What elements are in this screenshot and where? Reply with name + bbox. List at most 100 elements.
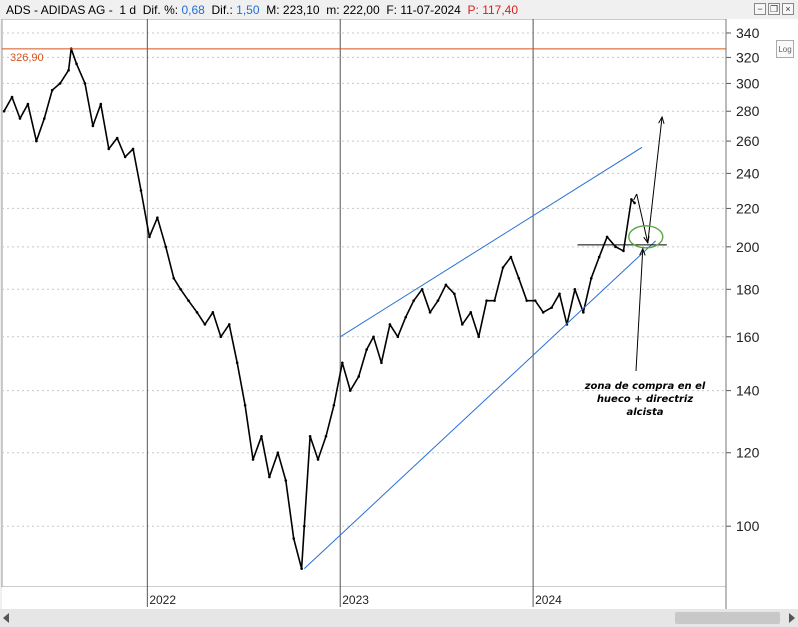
trend-line <box>303 240 657 570</box>
y-tick-label: 180 <box>736 281 760 297</box>
horizontal-line-label: 326,90 <box>10 52 44 64</box>
price-point <box>91 124 95 128</box>
price-point <box>268 475 271 479</box>
price-point <box>316 458 320 461</box>
price-point <box>251 458 255 461</box>
scroll-left-icon[interactable] <box>3 613 9 623</box>
x-axis-panel <box>2 587 726 609</box>
price-point <box>517 276 521 280</box>
price-point <box>10 95 14 99</box>
price-point <box>404 315 408 319</box>
axes: 100 120 140 160 180 200 220 240 260 280 300 320 340 2… <box>146 19 760 609</box>
price-point <box>35 139 38 143</box>
symbol: ADS <box>6 3 31 17</box>
price-point <box>332 403 336 407</box>
price-point <box>302 524 306 528</box>
y-tick-label: 320 <box>736 49 760 65</box>
price-point <box>533 299 537 302</box>
low-value: 222,00 <box>342 3 380 17</box>
price-point <box>469 311 473 314</box>
price-point <box>148 235 151 239</box>
scroll-right-icon[interactable] <box>789 613 795 623</box>
price-point <box>622 249 625 253</box>
close-button[interactable]: × <box>782 3 794 15</box>
price-point <box>501 266 505 269</box>
forecast-down-arrow <box>636 193 649 243</box>
chart-header: ADS - ADIDAS AG - 1 d Dif. %: 0,68 Dif.:… <box>0 0 798 19</box>
price-point <box>260 434 263 438</box>
minimize-button[interactable]: − <box>754 3 766 15</box>
dif-pct-label: Dif. %: <box>142 3 179 17</box>
grid <box>1 19 798 609</box>
dif-pct-value: 0,68 <box>181 3 205 17</box>
y-tick-label: 340 <box>736 25 760 41</box>
price-point <box>597 255 601 259</box>
low-label: m: <box>326 3 340 17</box>
price-point <box>211 311 215 314</box>
forecast-up-arrow <box>647 116 663 243</box>
price-point <box>99 102 103 106</box>
separator: - <box>30 3 41 17</box>
price-point <box>284 479 288 482</box>
p-label: P: <box>467 3 479 17</box>
price-point <box>26 102 30 106</box>
price-point <box>131 147 135 151</box>
price-point <box>219 335 223 339</box>
price-point <box>107 147 111 151</box>
price-point <box>2 109 6 113</box>
plot-frame <box>1 19 727 588</box>
price-point <box>115 136 119 140</box>
price-chart[interactable]: 100 120 140 160 180 200 220 240 260 280 300 320 340 2… <box>0 19 798 609</box>
price-point <box>633 201 636 205</box>
price-point <box>436 299 440 302</box>
price-point <box>541 311 545 314</box>
annotation-text: zona de compra en el hueco + directriz a… <box>584 381 706 418</box>
y-tick-label: 240 <box>736 165 760 181</box>
dif-value: 1,50 <box>236 3 260 17</box>
price-point <box>83 82 87 85</box>
restore-button[interactable]: ❐ <box>768 3 780 15</box>
y-axis-panel <box>726 19 798 609</box>
y-tick-label: 200 <box>736 239 760 255</box>
price-point <box>509 255 513 259</box>
price-point <box>308 434 312 438</box>
price-point <box>18 117 22 120</box>
header-text: ADS - ADIDAS AG - 1 d Dif. %: 0,68 Dif.:… <box>6 3 518 17</box>
annotation-pointer <box>635 248 644 372</box>
price-point <box>123 155 127 159</box>
price-point <box>412 299 415 302</box>
price-point <box>589 276 593 280</box>
log-scale-button[interactable]: Log <box>776 40 794 58</box>
price-point <box>348 389 352 392</box>
price-point <box>428 311 432 314</box>
price-point <box>195 311 199 314</box>
price-point <box>243 403 247 407</box>
price-point <box>493 299 496 302</box>
price-point <box>460 323 464 326</box>
price-point <box>324 434 328 438</box>
price-point <box>187 299 190 302</box>
price-point <box>172 276 176 280</box>
price-point <box>630 198 633 201</box>
forecast-leg <box>633 193 638 201</box>
price-point <box>614 245 617 249</box>
company-name: ADIDAS AG <box>40 3 106 17</box>
chart-area[interactable]: 100 120 140 160 180 200 220 240 260 280 300 320 340 2… <box>0 19 798 625</box>
price-point <box>477 335 480 339</box>
horizontal-scrollbar[interactable] <box>0 609 798 627</box>
price-point <box>75 62 78 66</box>
window-controls: − ❐ × <box>754 3 794 15</box>
price-point <box>444 283 448 287</box>
price-point <box>276 451 280 455</box>
buy-zone-circle <box>628 225 664 249</box>
price-point <box>453 292 456 296</box>
price-point <box>365 348 368 351</box>
timeframe: 1 d <box>119 3 137 17</box>
scroll-thumb[interactable] <box>675 612 780 624</box>
dif-label: Dif.: <box>211 3 233 17</box>
price-point <box>235 361 239 365</box>
price-point <box>582 311 585 314</box>
price-point <box>67 68 70 72</box>
price-point <box>550 306 553 309</box>
